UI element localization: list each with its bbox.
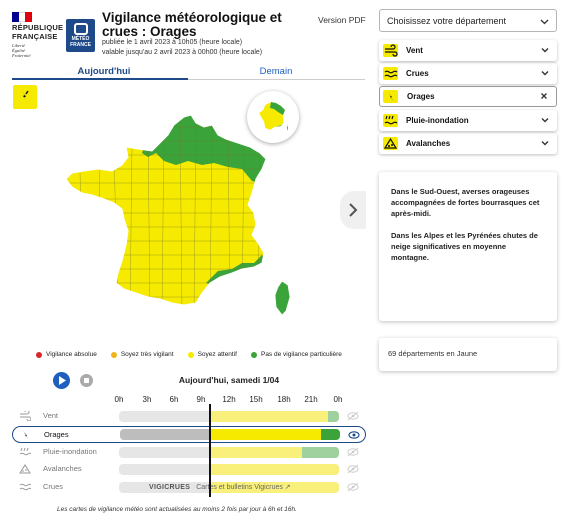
department-select[interactable]: Choisissez votre département (379, 9, 557, 32)
legend-item: Vigilance absolue (36, 351, 97, 358)
timeline-bar: VIGICRUES Cartes et bulletins Vigicrues ↗ (119, 482, 339, 493)
wind-icon (383, 44, 398, 57)
eye-off-icon[interactable] (347, 447, 359, 457)
chevron-down-icon (541, 48, 549, 53)
phenomenon-avalanches[interactable]: Avalanches (379, 133, 557, 154)
timeline-bar (119, 447, 339, 458)
wind-icon (20, 411, 31, 421)
timeline-bar (119, 464, 339, 475)
french-flag-icon (12, 12, 33, 22)
rain-flood-icon (383, 114, 398, 127)
info-paragraph: Dans le Sud-Ouest, averses orageuses acc… (391, 187, 540, 218)
corsica (274, 280, 291, 316)
legend-item: Pas de vigilance particulière (250, 351, 342, 358)
tab-today[interactable]: Aujourd'hui (77, 66, 131, 77)
timeline-row-vent[interactable]: Vent (12, 408, 366, 425)
yellow-dot-icon (187, 351, 194, 358)
france-vigilance-map[interactable] (56, 113, 304, 325)
version-pdf-link[interactable]: Version PDF (318, 15, 366, 25)
stop-icon (84, 378, 89, 383)
phenomenon-pluie-inondation[interactable]: Pluie-inondation (379, 110, 557, 131)
hour-label: 21h (304, 395, 318, 404)
republic-motto: Liberté Égalité Fraternité (12, 43, 31, 58)
play-button[interactable] (53, 372, 70, 389)
eye-off-icon[interactable] (347, 482, 359, 492)
phenomenon-crues[interactable]: Crues (379, 63, 557, 84)
republic-name-line-2: FRANÇAISE (12, 31, 58, 41)
footnote: Les cartes de vigilance météo sont actua… (57, 506, 297, 513)
hour-label: 3h (142, 395, 152, 404)
republic-name-line-1: RÉPUBLIQUE (12, 23, 64, 32)
orange-dot-icon (110, 351, 117, 358)
chevron-down-icon (541, 71, 549, 76)
page-title: Vigilance météorologique et crues : Orag… (102, 10, 282, 39)
close-icon[interactable] (539, 91, 549, 101)
hour-label: 15h (249, 395, 263, 404)
timeline-row-crues[interactable]: Crues VIGICRUES Cartes et bulletins Vigic… (12, 479, 366, 496)
timeline-row-orages[interactable]: Orages (12, 426, 366, 443)
valid-until-date: valable jusqu'au 2 avril 2023 à 00h00 (h… (102, 48, 263, 56)
flood-icon (19, 483, 31, 491)
thunderstorm-icon (13, 85, 37, 109)
eye-off-icon[interactable] (347, 464, 359, 474)
chevron-down-icon (541, 118, 549, 123)
legend-item: Soyez très vigilant (110, 351, 174, 358)
department-count-card: 69 départements en Jaune (379, 338, 557, 371)
hour-label: 0h (333, 395, 343, 404)
publication-info: publiée le 1 avril 2023 à 10h05 (heure l… (102, 38, 262, 57)
green-dot-icon (250, 351, 257, 358)
avalanche-icon (19, 464, 31, 474)
play-icon (59, 376, 66, 385)
tab-divider (12, 79, 365, 80)
rain-flood-icon (19, 447, 31, 456)
published-date: publiée le 1 avril 2023 à 10h05 (heure l… (102, 39, 243, 46)
mini-map-overview[interactable] (247, 91, 299, 143)
hour-label: 12h (222, 395, 236, 404)
thunderstorm-icon (383, 90, 398, 103)
timeline-row-avalanches[interactable]: Avalanches (12, 461, 366, 478)
timeline-row-pluie-inondation[interactable]: Pluie-inondation (12, 444, 366, 461)
timeline-bar (119, 411, 339, 422)
meteo-france-logo[interactable]: MÉTÉO FRANCE (66, 19, 95, 52)
next-day-button[interactable] (340, 191, 366, 229)
hour-label: 9h (196, 395, 206, 404)
department-select-value: Choisissez votre département (387, 16, 507, 26)
info-paragraph: Dans les Alpes et les Pyrénées chutes de… (391, 231, 538, 262)
vigicrues-link[interactable]: VIGICRUES Cartes et bulletins Vigicrues ↗ (149, 484, 291, 491)
hour-label: 0h (114, 395, 124, 404)
department-count-text: 69 départements en Jaune (388, 349, 478, 358)
phenomenon-vent[interactable]: Vent (379, 40, 557, 61)
legend-item: Soyez attentif (187, 351, 237, 358)
tab-tomorrow[interactable]: Demain (259, 66, 293, 77)
meteo-france-mark-icon (73, 23, 88, 35)
avalanche-icon (383, 137, 398, 150)
thunderstorm-icon (23, 431, 29, 439)
vigilance-info-card: Dans le Sud-Ouest, averses orageuses acc… (379, 172, 557, 321)
timeline-bar (120, 429, 340, 440)
hour-label: 18h (277, 395, 291, 404)
red-dot-icon (36, 351, 42, 358)
hour-label: 6h (169, 395, 179, 404)
phenomenon-orages[interactable]: Orages (379, 86, 557, 107)
republique-francaise-logo[interactable]: RÉPUBLIQUE FRANÇAISE Liberté Égalité Fra… (12, 12, 64, 58)
vigilance-legend: Vigilance absolue Soyez très vigilant So… (36, 351, 356, 358)
timeline-day-label: Aujourd'hui, samedi 1/04 (178, 375, 280, 385)
chevron-down-icon (540, 19, 549, 25)
timeline-cursor[interactable] (209, 404, 211, 497)
eye-icon[interactable] (348, 430, 360, 440)
eye-off-icon[interactable] (347, 411, 359, 421)
stop-button[interactable] (80, 374, 93, 387)
tab-active-indicator (12, 78, 188, 80)
chevron-down-icon (541, 141, 549, 146)
flood-icon (383, 67, 398, 80)
chevron-right-icon (349, 203, 358, 217)
vigicrues-brand: VIGICRUES (149, 484, 191, 491)
